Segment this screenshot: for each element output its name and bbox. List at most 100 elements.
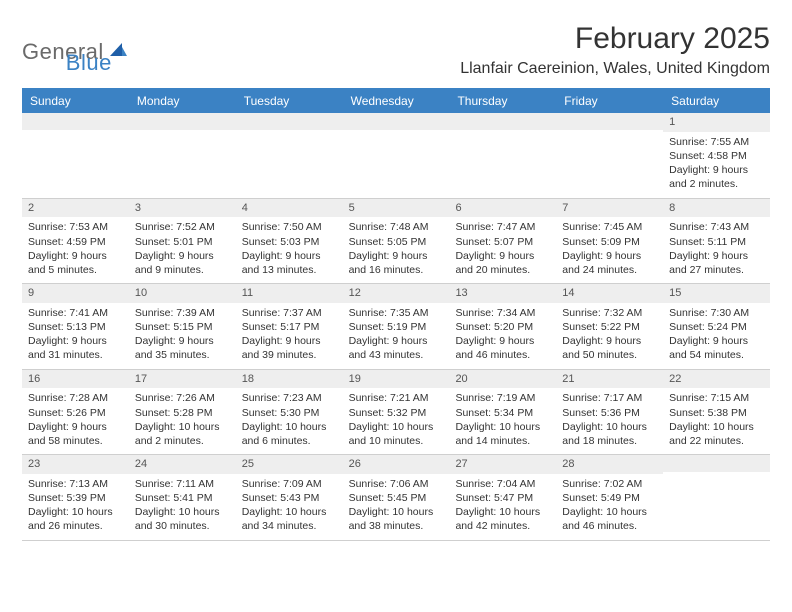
day-number: 6	[449, 199, 556, 218]
day-number	[556, 113, 663, 130]
day-number: 15	[663, 284, 770, 303]
sunset-text: Sunset: 5:47 PM	[455, 491, 550, 505]
calendar-cell: 18Sunrise: 7:23 AMSunset: 5:30 PMDayligh…	[236, 370, 343, 455]
daylight-text: Daylight: 10 hours and 22 minutes.	[669, 420, 764, 448]
sunset-text: Sunset: 5:13 PM	[28, 320, 123, 334]
day-number: 8	[663, 199, 770, 218]
location: Llanfair Caereinion, Wales, United Kingd…	[460, 60, 770, 78]
sunset-text: Sunset: 5:15 PM	[135, 320, 230, 334]
sunset-text: Sunset: 5:09 PM	[562, 235, 657, 249]
sunrise-text: Sunrise: 7:17 AM	[562, 391, 657, 405]
day-header-row: Sunday Monday Tuesday Wednesday Thursday…	[22, 89, 770, 113]
calendar-cell: 14Sunrise: 7:32 AMSunset: 5:22 PMDayligh…	[556, 284, 663, 369]
day-number	[343, 113, 450, 130]
daylight-text: Daylight: 10 hours and 46 minutes.	[562, 505, 657, 533]
calendar-cell: 22Sunrise: 7:15 AMSunset: 5:38 PMDayligh…	[663, 370, 770, 455]
day-number: 12	[343, 284, 450, 303]
day-number: 17	[129, 370, 236, 389]
day-number: 11	[236, 284, 343, 303]
daylight-text: Daylight: 9 hours and 35 minutes.	[135, 334, 230, 362]
day-number: 26	[343, 455, 450, 474]
week-row: 16Sunrise: 7:28 AMSunset: 5:26 PMDayligh…	[22, 370, 770, 456]
daylight-text: Daylight: 9 hours and 27 minutes.	[669, 249, 764, 277]
calendar-cell-empty	[663, 455, 770, 540]
daylight-text: Daylight: 9 hours and 16 minutes.	[349, 249, 444, 277]
sunset-text: Sunset: 5:20 PM	[455, 320, 550, 334]
dayhead-wed: Wednesday	[343, 89, 450, 113]
calendar-cell: 15Sunrise: 7:30 AMSunset: 5:24 PMDayligh…	[663, 284, 770, 369]
calendar-cell: 5 Sunrise: 7:48 AMSunset: 5:05 PMDaylight…	[343, 199, 450, 284]
daylight-text: Daylight: 9 hours and 43 minutes.	[349, 334, 444, 362]
calendar-cell: 2Sunrise: 7:53 AMSunset: 4:59 PMDaylight…	[22, 199, 129, 284]
daylight-text: Daylight: 9 hours and 20 minutes.	[455, 249, 550, 277]
daylight-text: Daylight: 10 hours and 2 minutes.	[135, 420, 230, 448]
calendar-cell: 19Sunrise: 7:21 AMSunset: 5:32 PMDayligh…	[343, 370, 450, 455]
calendar-cell: 6Sunrise: 7:47 AMSunset: 5:07 PMDaylight…	[449, 199, 556, 284]
sunset-text: Sunset: 5:24 PM	[669, 320, 764, 334]
daylight-text: Daylight: 9 hours and 2 minutes.	[669, 163, 764, 191]
dayhead-sun: Sunday	[22, 89, 129, 113]
sunset-text: Sunset: 4:58 PM	[669, 149, 764, 163]
sunset-text: Sunset: 5:26 PM	[28, 406, 123, 420]
week-row: 2Sunrise: 7:53 AMSunset: 4:59 PMDaylight…	[22, 199, 770, 285]
daylight-text: Daylight: 9 hours and 54 minutes.	[669, 334, 764, 362]
calendar-cell: 11Sunrise: 7:37 AMSunset: 5:17 PMDayligh…	[236, 284, 343, 369]
calendar-cell-empty	[129, 113, 236, 198]
calendar-cell: 16Sunrise: 7:28 AMSunset: 5:26 PMDayligh…	[22, 370, 129, 455]
day-number: 24	[129, 455, 236, 474]
sunrise-text: Sunrise: 7:39 AM	[135, 306, 230, 320]
calendar-cell: 17Sunrise: 7:26 AMSunset: 5:28 PMDayligh…	[129, 370, 236, 455]
sunset-text: Sunset: 5:45 PM	[349, 491, 444, 505]
sunrise-text: Sunrise: 7:35 AM	[349, 306, 444, 320]
sunset-text: Sunset: 5:36 PM	[562, 406, 657, 420]
sunrise-text: Sunrise: 7:02 AM	[562, 477, 657, 491]
sunrise-text: Sunrise: 7:41 AM	[28, 306, 123, 320]
calendar-cell: 20Sunrise: 7:19 AMSunset: 5:34 PMDayligh…	[449, 370, 556, 455]
sunset-text: Sunset: 5:17 PM	[242, 320, 337, 334]
dayhead-sat: Saturday	[663, 89, 770, 113]
sunset-text: Sunset: 5:05 PM	[349, 235, 444, 249]
calendar: Sunday Monday Tuesday Wednesday Thursday…	[22, 89, 770, 541]
week-row: 1Sunrise: 7:55 AMSunset: 4:58 PMDaylight…	[22, 113, 770, 199]
sunrise-text: Sunrise: 7:19 AM	[455, 391, 550, 405]
sunset-text: Sunset: 5:11 PM	[669, 235, 764, 249]
sunset-text: Sunset: 5:30 PM	[242, 406, 337, 420]
daylight-text: Daylight: 10 hours and 18 minutes.	[562, 420, 657, 448]
weeks-container: 1Sunrise: 7:55 AMSunset: 4:58 PMDaylight…	[22, 113, 770, 541]
calendar-cell: 25Sunrise: 7:09 AMSunset: 5:43 PMDayligh…	[236, 455, 343, 540]
dayhead-tue: Tuesday	[236, 89, 343, 113]
day-number: 20	[449, 370, 556, 389]
sunrise-text: Sunrise: 7:43 AM	[669, 220, 764, 234]
dayhead-fri: Friday	[556, 89, 663, 113]
day-number: 22	[663, 370, 770, 389]
dayhead-thu: Thursday	[449, 89, 556, 113]
sunset-text: Sunset: 5:32 PM	[349, 406, 444, 420]
dayhead-mon: Monday	[129, 89, 236, 113]
daylight-text: Daylight: 9 hours and 39 minutes.	[242, 334, 337, 362]
day-number: 16	[22, 370, 129, 389]
daylight-text: Daylight: 9 hours and 5 minutes.	[28, 249, 123, 277]
sunrise-text: Sunrise: 7:11 AM	[135, 477, 230, 491]
title-block: February 2025 Llanfair Caereinion, Wales…	[460, 22, 770, 78]
sunrise-text: Sunrise: 7:34 AM	[455, 306, 550, 320]
sunset-text: Sunset: 5:01 PM	[135, 235, 230, 249]
day-number: 9	[22, 284, 129, 303]
calendar-cell: 12Sunrise: 7:35 AMSunset: 5:19 PMDayligh…	[343, 284, 450, 369]
daylight-text: Daylight: 9 hours and 9 minutes.	[135, 249, 230, 277]
sunset-text: Sunset: 5:38 PM	[669, 406, 764, 420]
day-number: 5	[343, 199, 450, 218]
sunset-text: Sunset: 5:03 PM	[242, 235, 337, 249]
sunrise-text: Sunrise: 7:45 AM	[562, 220, 657, 234]
day-number: 14	[556, 284, 663, 303]
sunrise-text: Sunrise: 7:26 AM	[135, 391, 230, 405]
day-number: 7	[556, 199, 663, 218]
sunrise-text: Sunrise: 7:47 AM	[455, 220, 550, 234]
sunrise-text: Sunrise: 7:06 AM	[349, 477, 444, 491]
sunrise-text: Sunrise: 7:23 AM	[242, 391, 337, 405]
daylight-text: Daylight: 10 hours and 42 minutes.	[455, 505, 550, 533]
daylight-text: Daylight: 10 hours and 10 minutes.	[349, 420, 444, 448]
day-number: 1	[663, 113, 770, 132]
sunrise-text: Sunrise: 7:48 AM	[349, 220, 444, 234]
day-number: 28	[556, 455, 663, 474]
daylight-text: Daylight: 10 hours and 30 minutes.	[135, 505, 230, 533]
